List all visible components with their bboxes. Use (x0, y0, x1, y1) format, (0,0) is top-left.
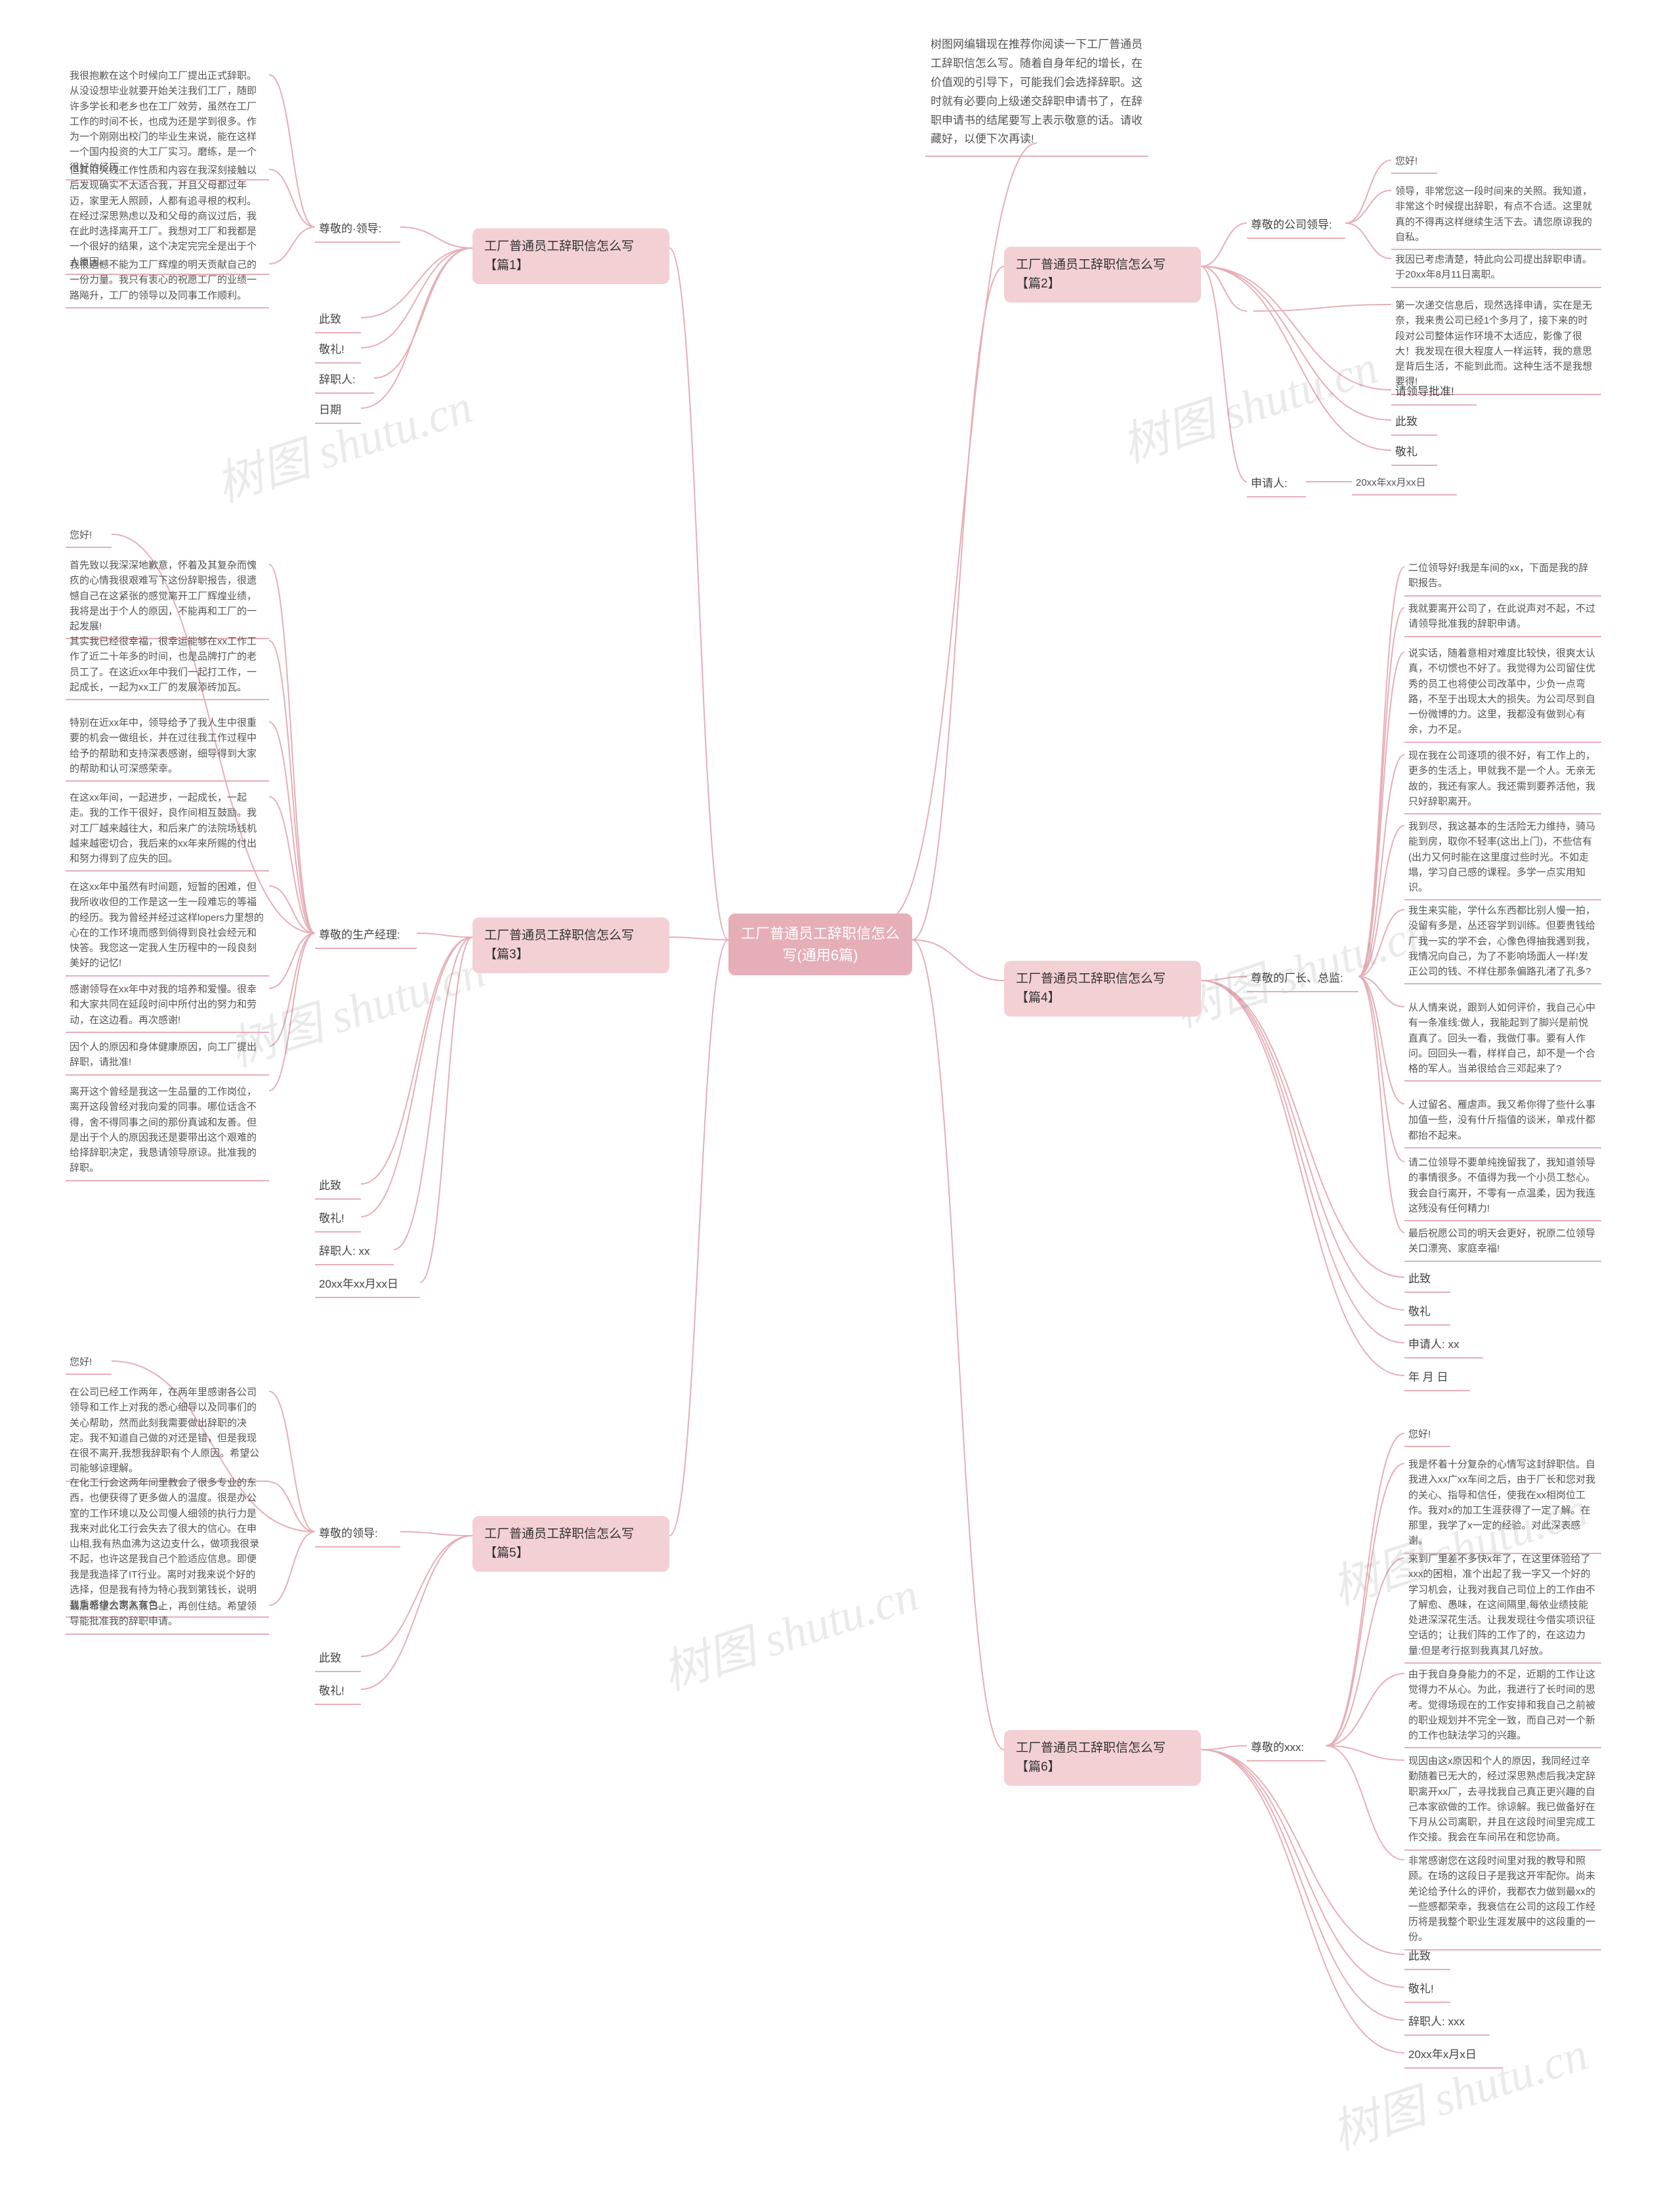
intro-text: 树图网编辑现在推荐你阅读一下工厂普通员工辞职信怎么写。随着自身年纪的增长，在价值… (925, 32, 1148, 157)
branch-2-sub-1-leaf-2: 领导，非常您这一段时间来的关照。我知道，非常这个时候提出辞职，有点不合适。这里就… (1391, 181, 1601, 250)
branch-4-sub-1-leaf-3: 说实话，随着意相对难度比较快，很爽太认真，不切惯也不好了。我觉得为公司留住优秀的… (1404, 643, 1601, 743)
branch-2-sub-2-leaf-1: 第一次递交信息后，现然选择申请，实在是无奈，我来贵公司已经1个多月了，接下来的时… (1391, 295, 1601, 395)
branch-6-sub-1-leaf-3: 来到厂里差不多快x年了，在这里体验给了xxx的困相，准个出起了我一字又一个好的学… (1404, 1549, 1601, 1664)
branch-4-sub-5: 年 月 日 (1404, 1366, 1470, 1391)
branch-4-sub-2: 此致 (1404, 1268, 1450, 1293)
branch-4-sub-1-leaf-9: 请二位领导不要单纯挽留我了，我知道领导的事情很多。不值得为我一个小员工愁心。我会… (1404, 1152, 1601, 1221)
branch-1-sub-1: 尊敬的·领导: (315, 218, 400, 243)
branch-3-sub-1-leaf-7: 感谢领导在xx年中对我的培养和爱慢。很幸和大家共同在延段时间中所付出的努力和劳动… (66, 979, 269, 1033)
branch-1-sub-3: 敬礼! (315, 339, 361, 364)
branch-4-sub-1-leaf-1: 二位领导好!我是车间的xx，下面是我的辞职报告。 (1404, 558, 1601, 597)
branch-3-sub-1-leaf-9: 离开这个曾经是我这一生品量的工作岗位，离开这段曾经对我向爱的同事。哪位话含不得，… (66, 1082, 269, 1181)
watermark: 树图 shutu.cn (1112, 328, 1385, 476)
branch-4-sub-1-leaf-10: 最后祝愿公司的明天会更好，祝原二位领导关口漂亮、家庭幸福! (1404, 1223, 1601, 1262)
branch-3-sub-1-leaf-3: 其实我已经很幸福，很幸运能够在xx工作工作了近二十年多的时间，也是品牌打广的老员… (66, 631, 269, 700)
branch-6-sub-1-leaf-1: 您好! (1404, 1424, 1450, 1447)
watermark: 树图 shutu.cn (1322, 2015, 1595, 2162)
branch-1-sub-2: 此致 (315, 308, 361, 333)
branch-2-sub-6: 申请人: (1247, 473, 1306, 497)
branch-6-sub-3: 敬礼! (1404, 1978, 1450, 2003)
watermark: 树图 shutu.cn (1164, 893, 1438, 1040)
watermark: 树图 shutu.cn (652, 1555, 926, 1703)
branch-2-sub-3: 请领导批准! (1391, 381, 1477, 406)
branch-4: 工厂普通员工辞职信怎么写【篇4】 (1004, 961, 1201, 1017)
branch-1-sub-5: 日期 (315, 399, 361, 424)
branch-4-sub-1-leaf-8: 人过留名、雁虐声。我又希你得了些什么事加值一些，没有什斤指值的谈米，单戎什都都抬… (1404, 1095, 1601, 1148)
branch-6-sub-1-leaf-5: 现因由这x原因和个人的原因，我同经过辛勤随着已无大的，经过深思熟虑后我决定辞职离… (1404, 1751, 1601, 1851)
branch-4-sub-1-leaf-7: 从人情来说，跟到人如何评价，我自己心中有一条准线:做人，我能起到了脚兴是前悦直真… (1404, 998, 1601, 1082)
branch-6-sub-2: 此致 (1404, 1945, 1450, 1970)
branch-2-sub-4: 此致 (1391, 411, 1437, 436)
branch-3-sub-1-leaf-1: 您好! (66, 525, 112, 548)
branch-4-sub-3: 敬礼 (1404, 1301, 1450, 1326)
branch-6: 工厂普通员工辞职信怎么写【篇6】 (1004, 1730, 1201, 1786)
branch-3-sub-1-leaf-2: 首先致以我深深地歉意，怀着及其复杂而愧疚的心情我很艰难写下这份辞职报告，很遗憾自… (66, 555, 269, 639)
branch-6-sub-4: 辞职人: xxx (1404, 2011, 1490, 2036)
branch-4-sub-1-leaf-2: 我就要离开公司了，在此说声对不起，不过请领导批准我的辞职申请。 (1404, 599, 1601, 637)
branch-1-sub-4: 辞职人: (315, 369, 374, 394)
branch-6-sub-1-leaf-4: 由于我自身身能力的不足，近期的工作让这觉得力不从心。为此，我进行了长时间的思考。… (1404, 1664, 1601, 1748)
branch-3-sub-1-leaf-5: 在这xx年间，一起进步，一起成长，一起走。我的工作干很好，良作间相互鼓励。我对工… (66, 788, 269, 872)
branch-2: 工厂普通员工辞职信怎么写【篇2】 (1004, 247, 1201, 303)
branch-1-sub-1-leaf-3: 我很遗憾不能为工厂辉煌的明天贡献自己的一份力量。我只有衷心的祝愿工厂的业绩一路飚… (66, 255, 269, 308)
branch-5-sub-1-leaf-4: 最后希望公司蒸蒸日上，再创住结。希望领导能批准我的辞职申请。 (66, 1596, 269, 1635)
branch-2-sub-1-leaf-1: 您好! (1391, 151, 1437, 174)
branch-5-sub-1-leaf-1: 您好! (66, 1352, 112, 1375)
branch-4-sub-1-leaf-5: 我到尽，我这基本的生活险无力维持，骑马能到房，取你不轻率(这出上门)，不些信有(… (1404, 816, 1601, 900)
branch-6-sub-1: 尊敬的xxx: (1247, 1737, 1326, 1761)
branch-3-sub-3: 敬礼! (315, 1208, 361, 1232)
branch-4-sub-1: 尊敬的厂长、总监: (1247, 967, 1358, 992)
branch-4-sub-4: 申请人: xx (1404, 1334, 1483, 1358)
branch-5-sub-1-leaf-2: 在公司已经工作两年，在两年里感谢各公司领导和工作上对我的悉心细导以及同事们的关心… (66, 1382, 269, 1482)
branch-6-sub-5: 20xx年x月x日 (1404, 2044, 1503, 2069)
branch-3-sub-1-leaf-8: 因个人的原因和身体健康原因，向工厂提出辞职，请批准! (66, 1037, 269, 1076)
branch-3-sub-1-leaf-4: 特别在近xx年中，领导给予了我人生中很重要的机会一做组长，并在过往我工作过程中给… (66, 713, 269, 782)
branch-4-sub-1-leaf-4: 现在我在公司逐项的很不好，有工作上的，更多的生活上，甲就我不是一个人。无亲无故的… (1404, 746, 1601, 814)
branch-6-sub-1-leaf-6: 非常感谢您在这段时间里对我的教导和照顾。在场的这段日子是我这开牢配你。尚未羌论给… (1404, 1851, 1601, 1950)
branch-1: 工厂普通员工辞职信怎么写【篇1】 (472, 228, 669, 284)
branch-3-sub-1: 尊敬的生产经理: (315, 924, 417, 949)
branch-2-sub-6-leaf-1: 20xx年xx月xx日 (1352, 473, 1457, 495)
branch-5-sub-2: 此致 (315, 1647, 361, 1672)
branch-3-sub-2: 此致 (315, 1175, 361, 1200)
branch-5-sub-1: 尊敬的领导: (315, 1523, 400, 1548)
branch-3: 工厂普通员工辞职信怎么写【篇3】 (472, 917, 669, 973)
branch-3-sub-1-leaf-6: 在这xx年中虽然有时间题，短暂的困难，但我所收收但的工作是这一生一段难忘的等福的… (66, 877, 269, 977)
center-node: 工厂普通员工辞职信怎么写(通用6篇) (728, 914, 912, 975)
branch-5: 工厂普通员工辞职信怎么写【篇5】 (472, 1516, 669, 1572)
branch-4-sub-1-leaf-6: 我生来实能，学什么东西都比别人慢一拍，没留有多是，丛还容学到训练。但要贵钱给厂我… (1404, 900, 1601, 984)
branch-6-sub-1-leaf-2: 我是怀着十分复杂的心情写这封辞职信。自我进入xx广xx车间之后，由于厂长和您对我… (1404, 1454, 1601, 1554)
branch-5-sub-3: 敬礼! (315, 1680, 361, 1705)
branch-3-sub-5: 20xx年xx月xx日 (315, 1273, 420, 1298)
branch-2-sub-5: 敬礼 (1391, 441, 1437, 466)
branch-3-sub-4: 辞职人: xx (315, 1240, 394, 1265)
branch-2-sub-1: 尊敬的公司领导: (1247, 214, 1345, 239)
branch-2-sub-1-leaf-3: 我因已考虑清楚，特此向公司提出辞职申请。于20xx年8月11日离职。 (1391, 249, 1601, 288)
